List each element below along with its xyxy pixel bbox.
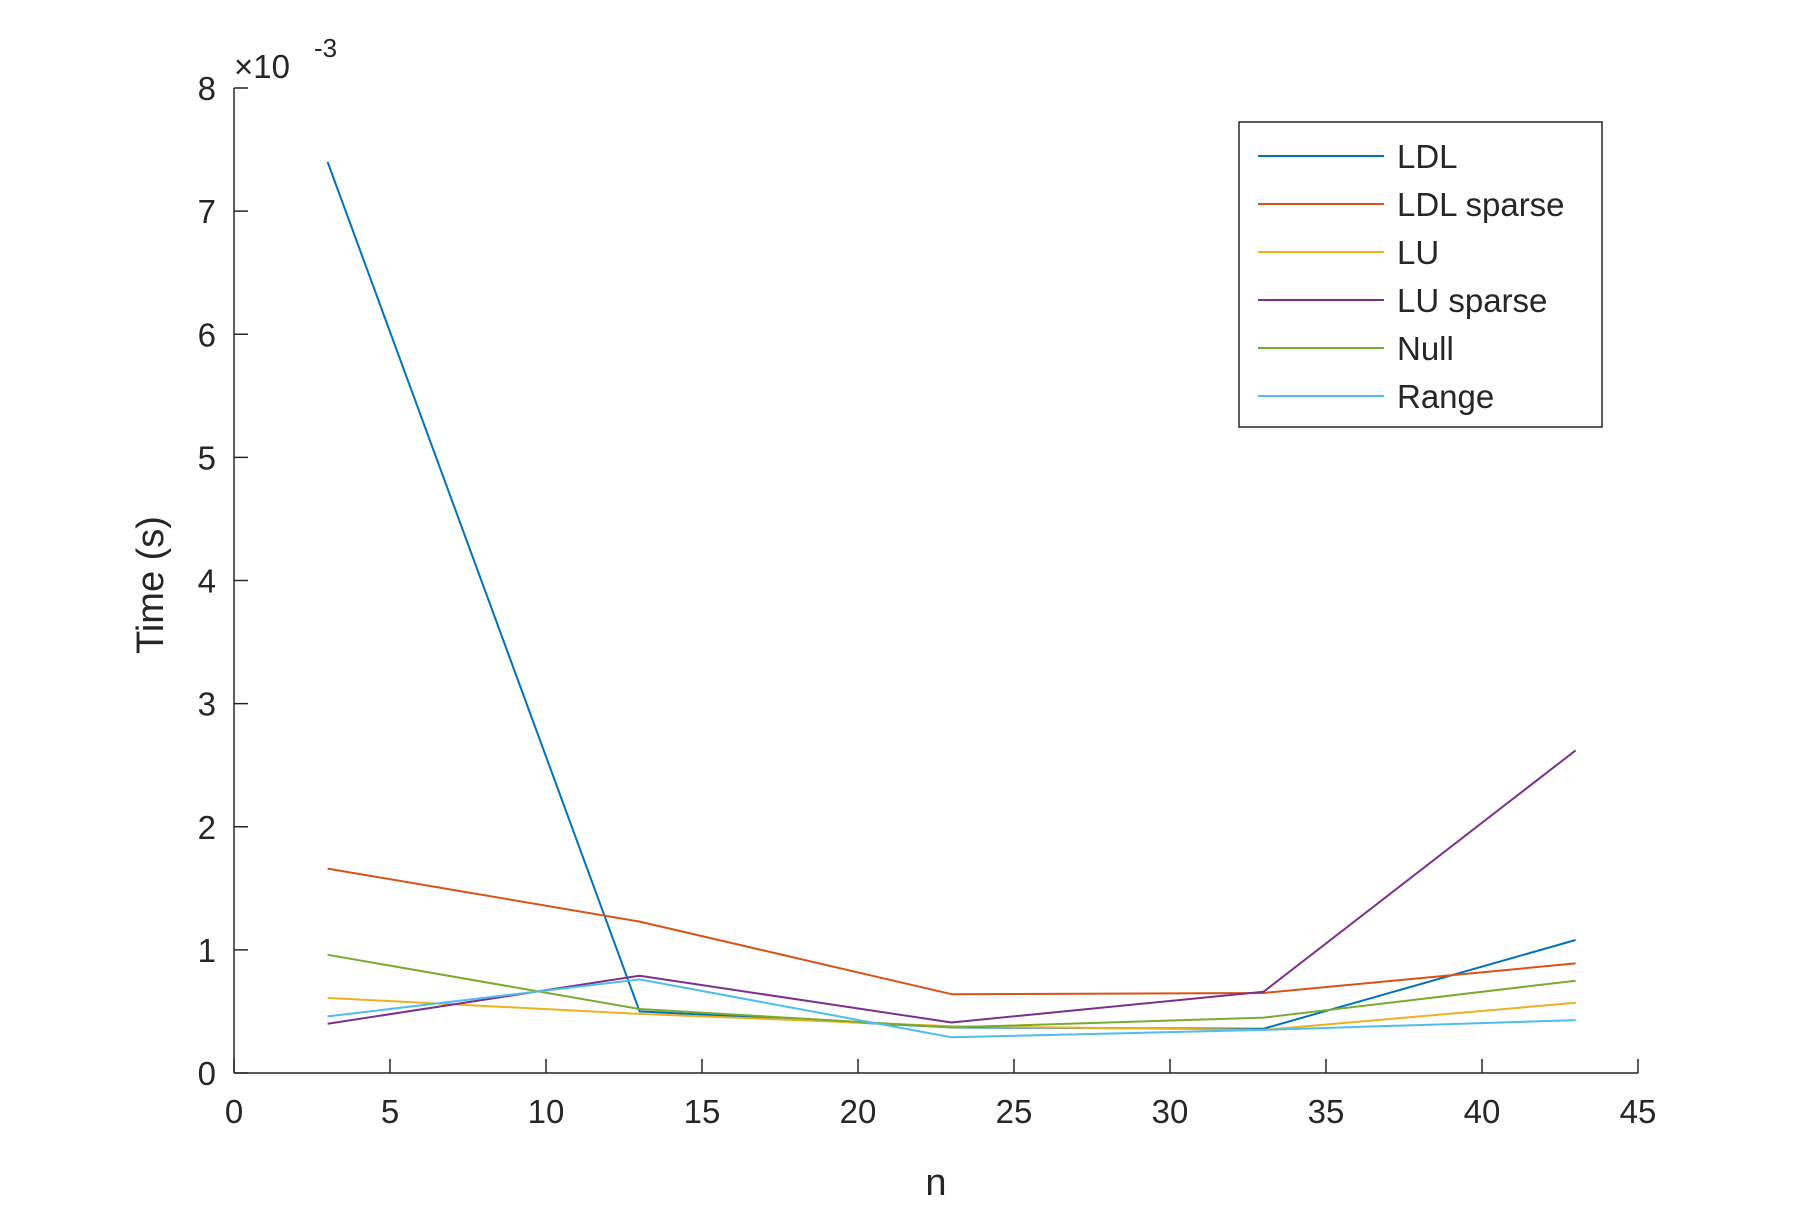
series-lines: [326, 161, 1577, 1039]
x-tick-label: 25: [996, 1093, 1033, 1130]
legend-item: LDL: [1258, 138, 1458, 175]
legend-label: Range: [1397, 378, 1494, 415]
legend-label: LDL sparse: [1397, 186, 1565, 223]
legend-label: Null: [1397, 330, 1454, 367]
y-axis: 0 1 2 3 4 5 6 7 8: [198, 70, 248, 1092]
x-axis: 0 5 10 15 20 25 30 35 40 45: [225, 1059, 1657, 1130]
series-line-lu-sparse: [327, 749, 1577, 1025]
x-axis-label: n: [925, 1162, 946, 1200]
y-tick-label: 8: [198, 70, 216, 107]
legend-box: [1238, 121, 1603, 428]
legend-item: Null: [1258, 330, 1454, 367]
y-tick-label: 7: [198, 193, 216, 230]
legend-item: Range: [1258, 378, 1494, 415]
series-line-lu: [327, 996, 1576, 1031]
x-tick-label: 20: [840, 1093, 877, 1130]
legend-label: LU: [1397, 234, 1439, 271]
legend-item: LU: [1258, 234, 1439, 271]
x-tick-label: 45: [1620, 1093, 1657, 1130]
legend-label: LU sparse: [1397, 282, 1547, 319]
legend: LDL LDL sparse LU LU sparse Null Range: [1238, 121, 1603, 428]
series-line-ldl-sparse: [327, 867, 1576, 996]
y-tick-label: 5: [198, 439, 216, 476]
y-exponent-base: ×10: [234, 48, 290, 85]
y-axis-label: Time (s): [130, 516, 172, 654]
y-tick-label: 0: [198, 1055, 216, 1092]
y-tick-label: 3: [198, 686, 216, 723]
y-tick-label: 1: [198, 932, 216, 969]
series-line-range: [327, 978, 1576, 1039]
x-tick-label: 30: [1152, 1093, 1189, 1130]
y-exponent-power: -3: [314, 33, 337, 63]
x-tick-label: 15: [684, 1093, 721, 1130]
y-tick-label: 6: [198, 316, 216, 353]
y-exponent-label: ×10 -3: [234, 33, 337, 85]
x-tick-label: 0: [225, 1093, 243, 1130]
legend-item: LDL sparse: [1258, 186, 1565, 223]
x-tick-label: 10: [528, 1093, 565, 1130]
series-line-null: [327, 953, 1576, 1029]
y-tick-label: 2: [198, 809, 216, 846]
x-tick-label: 5: [381, 1093, 399, 1130]
x-tick-label: 35: [1308, 1093, 1345, 1130]
y-tick-label: 4: [198, 563, 216, 600]
x-tick-label: 40: [1464, 1093, 1501, 1130]
legend-label: LDL: [1397, 138, 1458, 175]
legend-item: LU sparse: [1258, 282, 1547, 319]
